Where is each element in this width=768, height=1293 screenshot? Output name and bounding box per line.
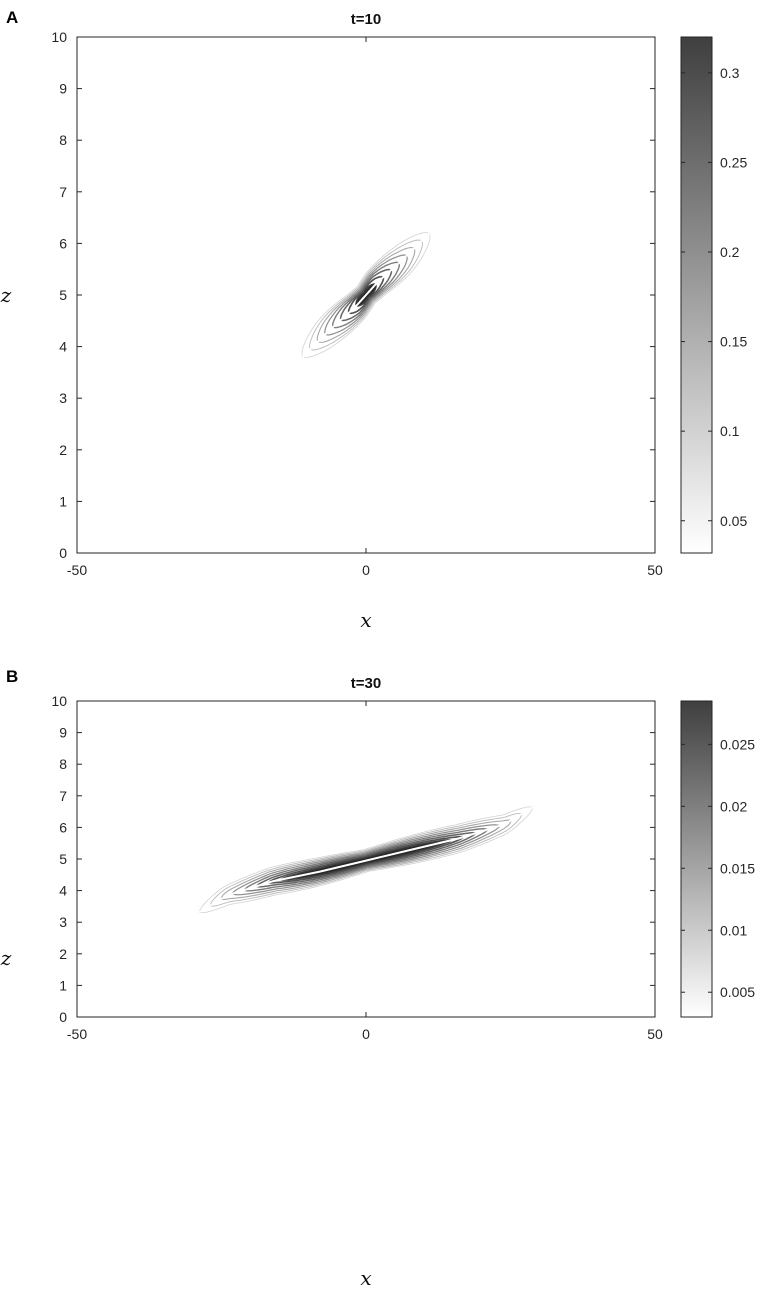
colorbar-tick-label: 0.01: [720, 922, 747, 938]
x-axis-label: x: [360, 608, 371, 632]
x-tick-label: -50: [67, 1026, 87, 1042]
y-tick-label: 4: [59, 339, 67, 355]
y-tick-label: 0: [59, 545, 67, 561]
colorbar-tick-label: 0.005: [720, 984, 755, 1000]
colorbar-fill: [681, 701, 712, 1017]
x-tick-label: 0: [362, 562, 370, 578]
x-tick-label: 50: [647, 1026, 663, 1042]
x-tick-label: -50: [67, 562, 87, 578]
y-tick-label: 3: [59, 390, 67, 406]
x-axis-label: x: [360, 1266, 371, 1290]
plot-title: t=10: [351, 11, 381, 28]
y-tick-label: 10: [51, 29, 67, 45]
y-tick-label: 10: [51, 693, 67, 709]
y-tick-label: 9: [59, 81, 67, 97]
plot-title: t=30: [351, 675, 381, 692]
plot-area: [76, 700, 656, 1018]
y-tick-label: 0: [59, 1009, 67, 1025]
colorbar-tick-label: 0.15: [720, 334, 747, 350]
panel-label: B: [6, 667, 18, 686]
colorbar-tick-label: 0.025: [720, 736, 755, 752]
y-tick-label: 6: [59, 819, 67, 835]
y-tick-label: 1: [59, 493, 67, 509]
y-tick-label: 7: [59, 184, 67, 200]
colorbar-tick-label: 0.05: [720, 513, 747, 529]
colorbar: 0.05 0.1 0.15 0.2 0.25 0.3: [680, 36, 747, 554]
plot-area: [76, 36, 656, 554]
colorbar-frame: [680, 36, 713, 554]
y-tick-label: 1: [59, 977, 67, 993]
y-tick-label: 5: [59, 287, 67, 303]
colorbar-frame: [680, 700, 713, 1018]
x-tick-label: 50: [647, 562, 663, 578]
panel-label: A: [6, 8, 18, 27]
y-tick-label: 8: [59, 756, 67, 772]
y-tick-label: 4: [59, 883, 67, 899]
x-tick-label: 0: [362, 1026, 370, 1042]
colorbar-tick-label: 0.3: [720, 65, 740, 81]
colorbar-tick-label: 0.1: [720, 423, 740, 439]
colorbar-tick-label: 0.02: [720, 798, 747, 814]
y-axis-label: z: [0, 283, 12, 307]
y-tick-label: 2: [59, 442, 67, 458]
y-tick-label: 9: [59, 725, 67, 741]
y-tick-label: 3: [59, 914, 67, 930]
y-tick-label: 7: [59, 788, 67, 804]
y-tick-label: 2: [59, 946, 67, 962]
y-tick-label: 6: [59, 235, 67, 251]
colorbar: 0.005 0.01 0.015 0.02 0.025: [680, 700, 755, 1018]
y-tick-label: 8: [59, 132, 67, 148]
colorbar-fill: [681, 37, 712, 553]
contour-core: [301, 232, 431, 358]
colorbar-tick-label: 0.2: [720, 244, 740, 260]
y-axis-label: z: [0, 946, 12, 970]
contour-core: [197, 806, 535, 914]
y-tick-label: 5: [59, 851, 67, 867]
colorbar-tick-label: 0.015: [720, 860, 755, 876]
colorbar-tick-label: 0.25: [720, 154, 747, 170]
